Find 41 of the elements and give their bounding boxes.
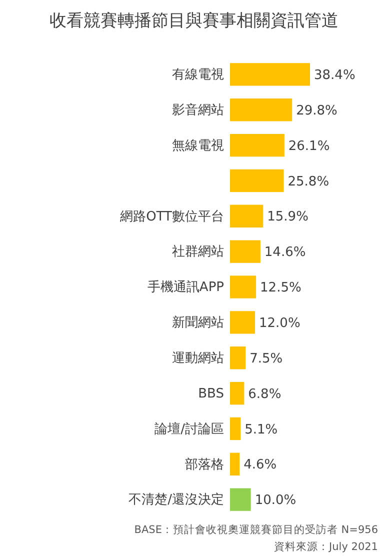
bar: [230, 417, 241, 440]
data-label: 26.1%: [288, 138, 330, 154]
chart-title: 收看競賽轉播節目與賽事相關資訊管道: [50, 11, 338, 31]
y-tick-label: 不清楚/還沒決定: [128, 492, 224, 508]
y-tick-label: 影音網站: [172, 103, 224, 118]
y-tick-label: 社群網站: [172, 244, 224, 260]
data-label: 15.9%: [267, 210, 308, 225]
data-label: 29.8%: [296, 103, 338, 118]
y-tick-label: 運動網站: [172, 351, 224, 366]
bar: [230, 98, 292, 122]
data-label: 25.8%: [288, 174, 330, 190]
bar: [230, 240, 260, 263]
y-tick-label: BBS: [198, 386, 224, 402]
data-label: 4.6%: [244, 458, 277, 473]
bar: [230, 311, 255, 334]
data-label: 10.0%: [254, 493, 296, 508]
bar: [230, 204, 264, 228]
y-tick-label: 部落格: [185, 457, 224, 472]
y-tick-label: 無線電視: [172, 138, 224, 154]
y-tick-label: 論壇/討論區: [154, 422, 224, 437]
data-label: 6.8%: [248, 386, 282, 402]
data-label: 38.4%: [314, 68, 356, 83]
data-label: 12.5%: [260, 280, 302, 296]
y-tick-label: 有線電視: [172, 68, 224, 83]
source-note: 資料來源：July 2021: [274, 540, 378, 553]
bar: [230, 452, 240, 476]
text: BASE：預計會收視奧運競賽節目的受訪者 N=956: [134, 523, 378, 536]
bar: [230, 488, 251, 511]
y-tick-label: 新聞網站: [172, 316, 224, 331]
bar: [230, 382, 244, 405]
bar: [230, 134, 284, 157]
y-tick-label: 手機通訊APP: [147, 280, 224, 296]
y-tick-label: 網路OTT數位平台: [119, 209, 224, 224]
data-label: 7.5%: [250, 351, 283, 366]
bar: [230, 346, 246, 370]
bar: [230, 276, 256, 298]
data-label: 12.0%: [259, 316, 300, 331]
bar: [230, 169, 284, 192]
data-label: 5.1%: [244, 422, 278, 438]
data-label: 14.6%: [264, 245, 306, 260]
bar: [230, 63, 310, 86]
